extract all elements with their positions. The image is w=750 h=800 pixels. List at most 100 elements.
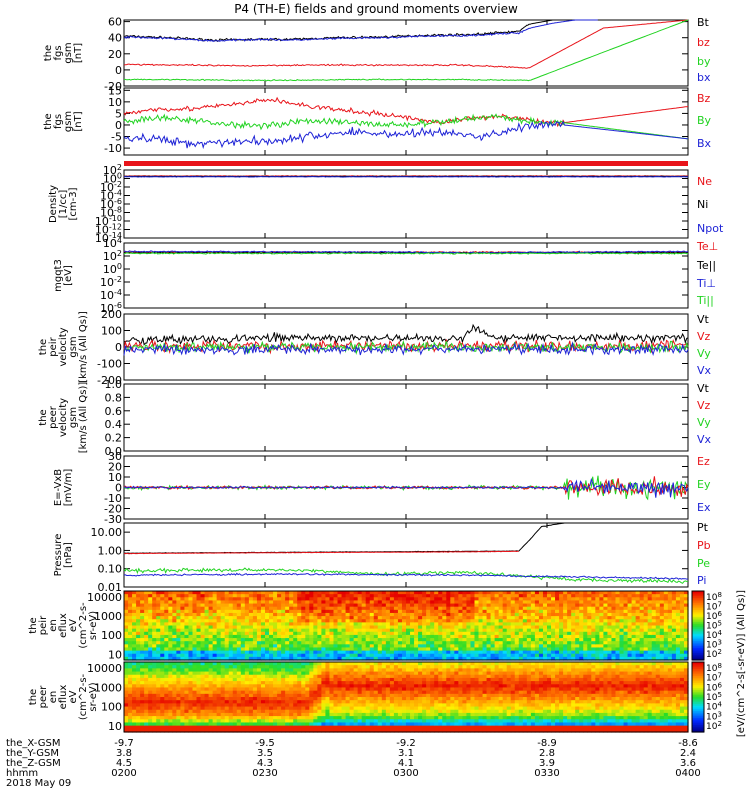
panel-1-ylabel-line: gsm	[63, 111, 74, 132]
panel-5-legend-Vy: Vy	[697, 416, 711, 429]
panel-5-ylabel-line: peer	[48, 405, 59, 429]
panel-4-ylabel-line: gsm	[68, 336, 79, 357]
panel-5-legend-Vt: Vt	[697, 382, 710, 395]
panel-8-ylabel-line: eV	[68, 619, 79, 632]
footer-tick-0-0: -9.7	[114, 738, 134, 749]
panel-1-ytick-label: 10	[108, 96, 122, 109]
panel-5-legend-Vx: Vx	[697, 433, 712, 446]
footer-tick-0-3: 0200	[111, 768, 136, 779]
panel-2-ylabel-line: Density	[48, 185, 59, 223]
panel-9-colorbar-tick: 102	[706, 720, 722, 732]
panel-3-legend-Ti⊥: Ti⊥	[696, 277, 716, 290]
panel-9-ylabel-line: eV	[68, 690, 79, 703]
panel-0-ytick-label: 0	[115, 64, 122, 77]
panel-1-legend-Bx: Bx	[697, 137, 712, 150]
panel-2-frame	[123, 169, 689, 239]
panel-3-ytick-label: 102	[103, 249, 122, 263]
panel-1-ylabel-line: fgs	[53, 114, 64, 129]
panel-8-ytick-label: 10000	[87, 591, 122, 604]
panel-1-ylabel-line: the	[43, 113, 54, 129]
panel-0-ytick-label: 20	[108, 48, 122, 61]
panel-8-spectrogram	[124, 591, 689, 661]
footer-tick-2-3: 0300	[393, 768, 418, 779]
panel-9-ylabel-line: (cm^2-s-	[78, 673, 89, 720]
panel-2-ylabel-line: [cm-3]	[68, 187, 79, 220]
panel-1-legend-By: By	[697, 114, 712, 127]
panel-6-ytick-label: 10	[108, 471, 122, 484]
panel-5-ylabel-line: velocity	[58, 398, 69, 437]
panel-5-ylabel-line: [km/s (All Qs)]	[78, 382, 89, 454]
panel-8-ytick-label: 10	[108, 648, 122, 661]
panel-6-ytick-label: -20	[104, 503, 122, 516]
panel-5-ytick-label: 0.0	[105, 445, 123, 458]
panel-1-legend-Bz: Bz	[697, 92, 711, 105]
panel-7-ylabel-line: Pressure	[53, 534, 64, 577]
panel-4-ylabel-line: the	[38, 339, 49, 355]
panel-7-ytick-label: 10.00	[91, 526, 123, 539]
panel-5-ytick-label: 0.6	[105, 405, 123, 418]
panel-0-legend-by: by	[697, 55, 711, 68]
panel-4-series-black	[123, 323, 689, 346]
panel-6-ytick-label: -10	[104, 492, 122, 505]
density-flag-bar	[124, 161, 688, 166]
footer-tick-4-2: 3.6	[680, 758, 696, 769]
panel-7-series-green	[123, 567, 689, 584]
colorbar-label: [eV/(cm^2-s[-sr-eV)] (All Qs)]	[736, 590, 747, 737]
panel-5-ylabel-line: gsm	[68, 407, 79, 428]
panel-9-ylabel-line: peer	[38, 685, 49, 709]
panel-4-ytick-label: 100	[101, 325, 122, 338]
panel-3-ytick-label: 10-4	[100, 288, 122, 302]
panel-7-ytick-label: 1.00	[98, 544, 123, 557]
date-label: 2018 May 09	[6, 778, 71, 789]
panel-7-legend-Pt: Pt	[697, 521, 709, 534]
footer-tick-4-0: -8.6	[678, 738, 698, 749]
panel-1-ytick-label: 5	[115, 107, 122, 120]
panel-0-ytick-label: 40	[108, 32, 122, 45]
footer-tick-4-1: 2.4	[680, 748, 696, 759]
panel-3-ylabel-line: mgqt3	[53, 259, 64, 292]
footer-tick-1-0: -9.5	[255, 738, 275, 749]
panel-7-series-red	[124, 550, 519, 555]
panel-2-legend-Ne: Ne	[697, 175, 712, 188]
panel-7-legend-Pb: Pb	[697, 539, 711, 552]
panel-2-legend-Npot: Npot	[697, 222, 724, 235]
panel-6-legend-Ez: Ez	[697, 455, 710, 468]
panel-9-ytick-label: 10000	[87, 662, 122, 675]
panel-4-ytick-label: -100	[97, 358, 122, 371]
panel-7-ylabel-line: [nPa]	[63, 542, 74, 568]
panel-9-heatmap-border	[123, 661, 689, 733]
panel-4-series-blue	[123, 341, 689, 356]
chart-title: P4 (TH-E) fields and ground moments over…	[234, 2, 518, 16]
footer-tick-1-1: 3.5	[257, 748, 273, 759]
panel-8-ytick-label: 1000	[94, 610, 122, 623]
panel-6-ytick-label: -30	[104, 513, 122, 526]
panel-4-ylabel-line: velocity	[58, 327, 69, 366]
panel-3-legend-Ti||: Ti||	[696, 294, 714, 307]
panel-0-legend-Bt: Bt	[697, 16, 710, 29]
panel-3-ytick-label: 100	[103, 262, 122, 276]
panel-0-ytick-label: -20	[104, 80, 122, 93]
panel-4-series-green	[123, 339, 689, 355]
panel-1-ytick-label: 0	[115, 119, 122, 132]
panel-8-ylabel-line: sr-eV)	[88, 611, 99, 640]
panel-6-legend-Ey: Ey	[697, 478, 711, 491]
panel-5-ytick-label: 1.0	[105, 378, 123, 391]
panel-0-legend-bz: bz	[697, 36, 710, 49]
footer-tick-4-3: 0400	[675, 768, 700, 779]
panel-0-ylabel-line: the	[43, 45, 54, 61]
panel-7-ytick-label: 0.01	[98, 581, 123, 594]
panel-9-ylabel-line: sr-eV)	[88, 682, 99, 711]
panel-8-ylabel-line: (cm^2-s-	[78, 602, 89, 649]
panel-4-ylabel-line: peir	[48, 336, 59, 356]
panel-3-legend-Te||: Te||	[696, 259, 716, 272]
panel-3-legend-Te⊥: Te⊥	[696, 240, 718, 253]
panel-0-series-blue	[123, 19, 598, 43]
panel-4-legend-Vt: Vt	[697, 313, 710, 326]
panel-6-ytick-label: 0	[115, 482, 122, 495]
panel-2-legend-Ni: Ni	[697, 198, 708, 211]
panel-0-legend-bx: bx	[697, 71, 711, 84]
panel-1-ylabel-line: [nT]	[73, 111, 84, 131]
footer-tick-0-1: 3.8	[116, 748, 132, 759]
